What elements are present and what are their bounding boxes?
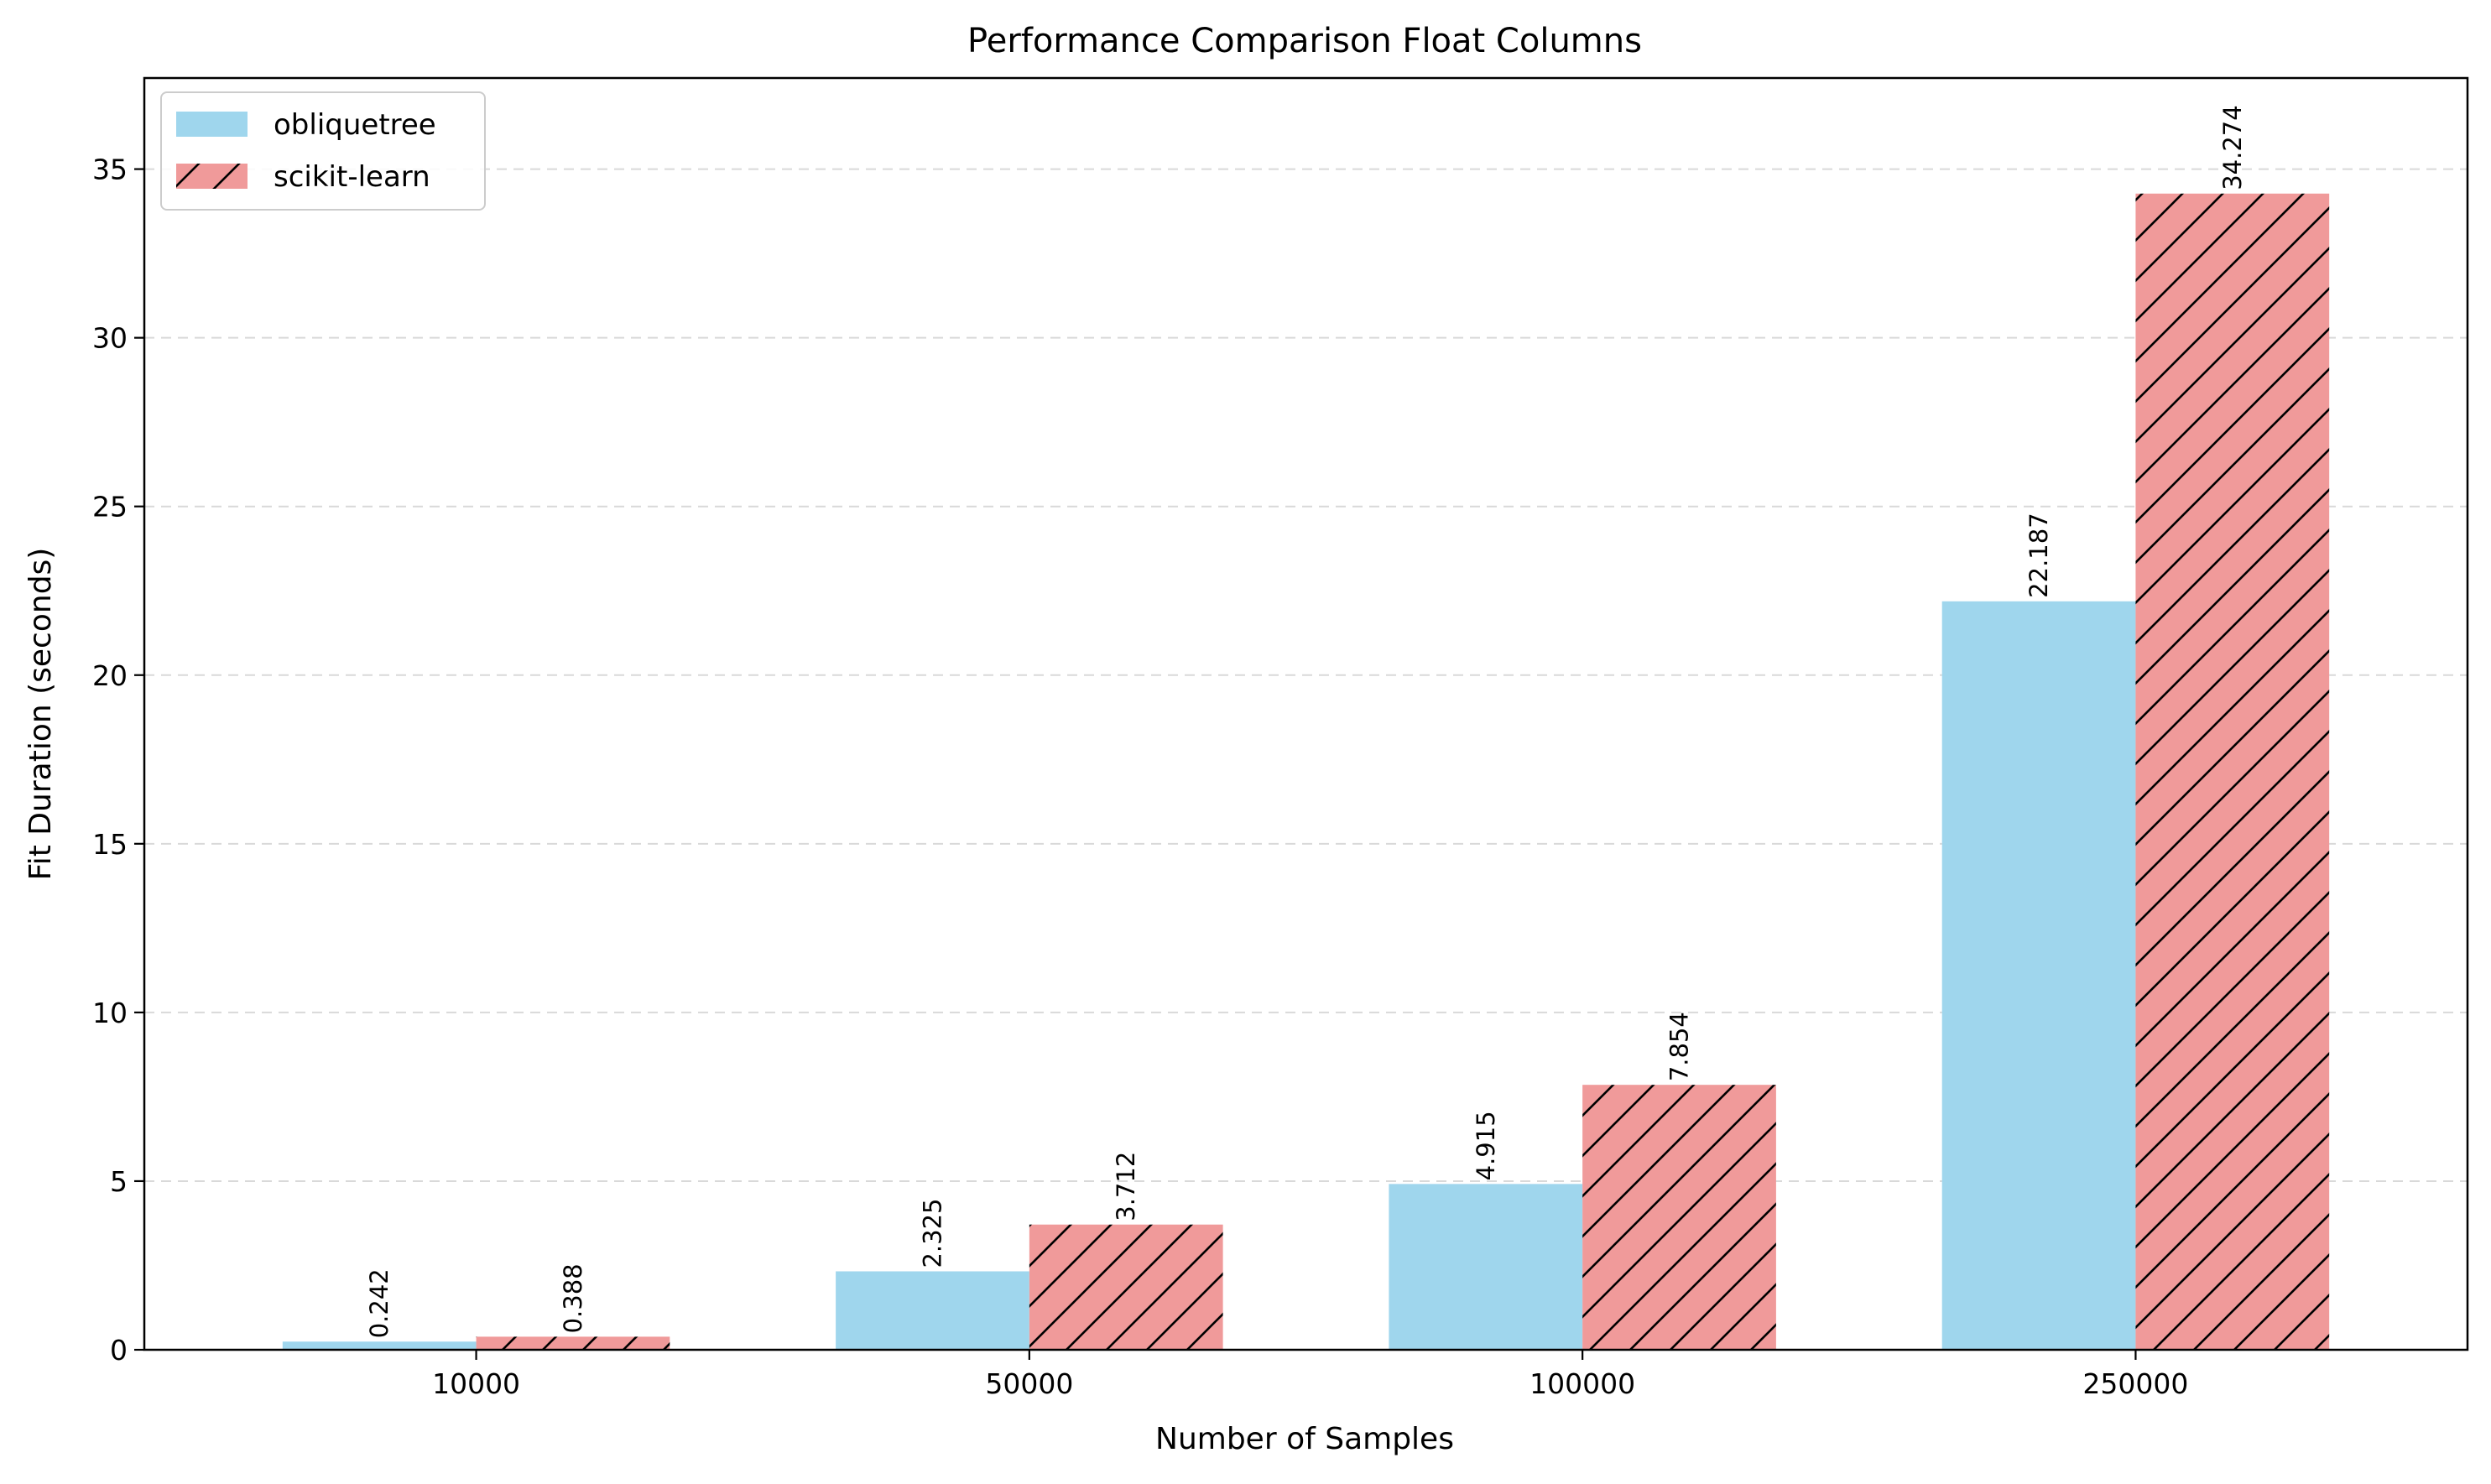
y-tick-label: 15 <box>92 828 128 861</box>
bar-scikit-learn-250000 <box>2135 193 2330 1351</box>
data-label-scikit-learn-250000: 34.274 <box>2218 105 2247 190</box>
y-tick-label: 35 <box>92 154 128 186</box>
x-tick-label: 250000 <box>2082 1367 2188 1400</box>
y-axis-ticks: 0 5 10 15 20 25 30 35 <box>92 154 144 1367</box>
chart-title: Performance Comparison Float Columns <box>967 22 1642 60</box>
data-labels: 0.242 2.325 4.915 22.187 0.388 3.712 7.854 34.2… <box>365 105 2247 1338</box>
y-tick-label: 10 <box>92 997 128 1029</box>
data-label-obliquetree-250000: 22.187 <box>2025 513 2053 597</box>
bar-scikit-learn-100000 <box>1582 1085 1776 1350</box>
x-tick-label: 10000 <box>432 1367 520 1400</box>
data-label-scikit-learn-10000: 0.388 <box>559 1263 587 1333</box>
bar-scikit-learn-50000 <box>1029 1224 1223 1350</box>
legend-swatch-scikit-learn <box>176 164 248 189</box>
bar-obliquetree-50000 <box>836 1271 1029 1350</box>
legend-label-scikit-learn: scikit-learn <box>274 160 430 194</box>
x-tick-label: 100000 <box>1530 1367 1635 1400</box>
data-label-scikit-learn-100000: 7.854 <box>1665 1012 1694 1081</box>
data-label-obliquetree-50000: 2.325 <box>918 1198 946 1268</box>
plot-frame <box>143 76 2469 1351</box>
y-tick-label: 25 <box>92 491 128 523</box>
data-label-obliquetree-100000: 4.915 <box>1472 1111 1500 1180</box>
x-axis-label: Number of Samples <box>1155 1422 1454 1456</box>
bar-scikit-learn-10000 <box>476 1336 670 1350</box>
x-axis-ticks: 10000 50000 100000 250000 <box>432 1350 2188 1400</box>
gridlines <box>144 168 2468 1182</box>
bar-obliquetree-10000 <box>282 1341 477 1350</box>
legend: obliquetree scikit-learn <box>160 91 486 211</box>
y-tick-label: 30 <box>92 322 128 355</box>
y-tick-label: 0 <box>110 1334 128 1367</box>
bars <box>282 193 2330 1351</box>
y-tick-label: 5 <box>110 1165 128 1198</box>
y-tick-label: 20 <box>92 659 128 692</box>
data-label-scikit-learn-50000: 3.712 <box>1112 1152 1140 1221</box>
legend-swatch-obliquetree <box>176 112 248 137</box>
data-label-obliquetree-10000: 0.242 <box>365 1268 393 1338</box>
legend-label-obliquetree: obliquetree <box>274 108 436 142</box>
bar-obliquetree-100000 <box>1389 1184 1583 1350</box>
y-axis-label: Fit Duration (seconds) <box>23 548 58 881</box>
bar-obliquetree-250000 <box>1941 601 2136 1350</box>
x-tick-label: 50000 <box>985 1367 1073 1400</box>
